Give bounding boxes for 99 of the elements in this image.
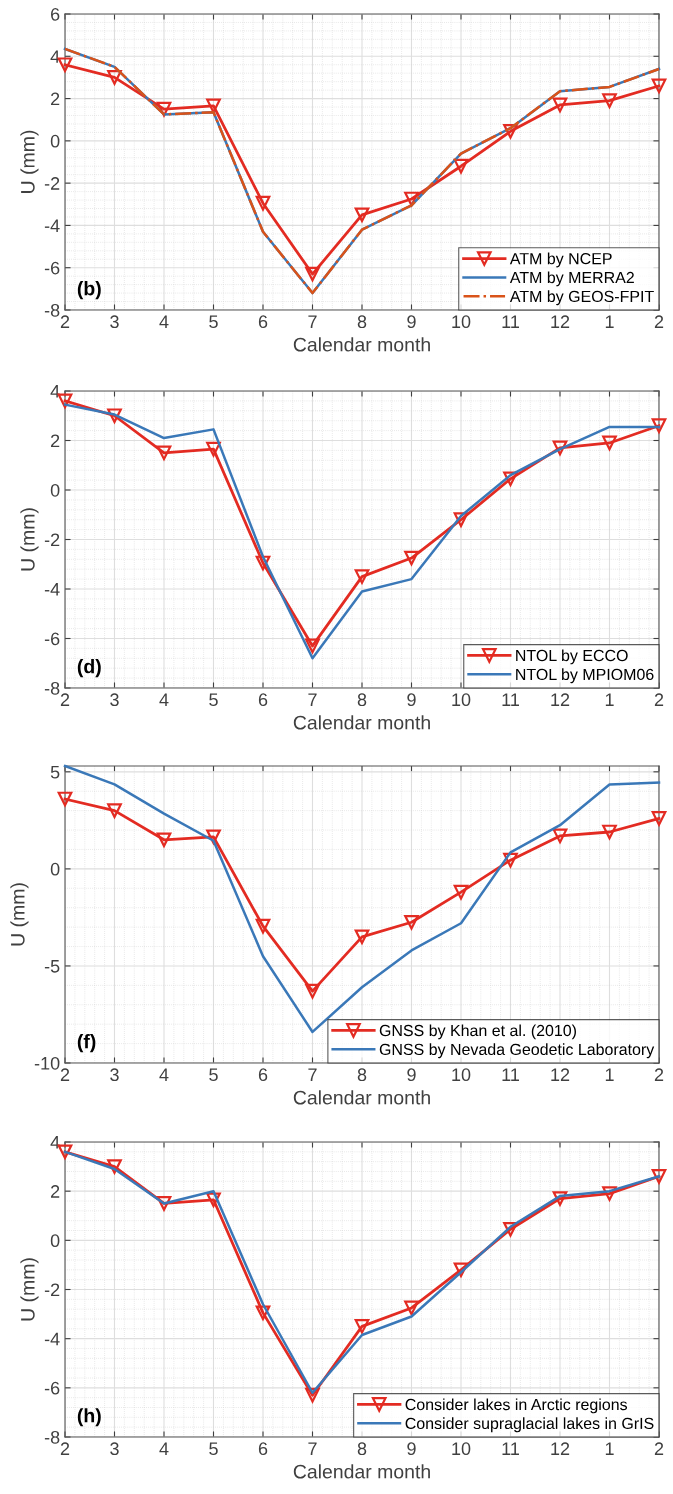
x-tick-label: 6 (258, 315, 268, 329)
annotation: (b) (77, 281, 101, 300)
y-tick-label: -4 (44, 1332, 60, 1346)
x-tick-label: 12 (551, 1442, 570, 1455)
legend-label: GNSS by Nevada Geodetic Laboratory (379, 1043, 655, 1059)
x-tick-label: 3 (110, 1442, 119, 1456)
x-tick-label: 12 (551, 315, 570, 328)
y-tick-label: -6 (44, 261, 60, 275)
y-tick-label: 4 (50, 385, 60, 398)
y-tick-label: 6 (51, 7, 60, 21)
x-tick-label: 7 (308, 315, 317, 328)
x-tick-label: 6 (258, 1442, 268, 1456)
x-tick-label: 2 (60, 1068, 70, 1081)
x-tick-label: 9 (407, 315, 416, 329)
x-tick-label: 3 (110, 693, 119, 707)
x-tick-label: 5 (209, 693, 218, 707)
x-tick-label: 4 (159, 1442, 169, 1455)
y-tick-label: -6 (44, 632, 60, 646)
y-tick-label: -8 (44, 1430, 60, 1444)
x-axis-title: Calendar month (293, 337, 430, 352)
x-axis-title: Calendar month (293, 1464, 430, 1479)
x-tick-label: 2 (654, 315, 664, 328)
x-tick-label: 1 (605, 315, 614, 328)
x-tick-label: 1 (605, 1068, 614, 1081)
x-tick-label: 6 (258, 1068, 268, 1082)
x-tick-label: 11 (502, 315, 519, 328)
y-axis-title: U (mm) (20, 508, 39, 571)
x-tick-label: 2 (654, 1442, 664, 1455)
legend-label: NTOL by MPIOM06 (516, 668, 654, 684)
x-tick-label: 8 (357, 1442, 367, 1456)
x-tick-label: 1 (605, 693, 614, 706)
x-tick-label: 9 (407, 1068, 416, 1082)
legend-label: ATM by NCEP (509, 252, 612, 268)
y-tick-label: -2 (44, 533, 60, 547)
y-tick-label: 0 (50, 862, 60, 876)
x-tick-label: 3 (110, 315, 119, 329)
x-tick-label: 4 (159, 315, 169, 328)
x-tick-label: 3 (110, 1068, 119, 1082)
y-axis-title: U (mm) (10, 883, 29, 946)
y-tick-label: 4 (50, 50, 60, 63)
y-tick-label: 0 (50, 134, 60, 148)
x-axis-title: Calendar month (293, 1090, 430, 1105)
y-tick-label: -4 (44, 583, 60, 596)
legend-label: ATM by GEOS-FPIT (509, 290, 654, 306)
annotation: (f) (77, 1034, 96, 1053)
x-tick-label: 2 (60, 1442, 70, 1455)
x-axis-title: Calendar month (293, 715, 430, 730)
y-tick-label: 0 (50, 1234, 60, 1248)
x-tick-label: 7 (308, 693, 317, 706)
x-tick-label: 2 (654, 693, 664, 706)
y-tick-label: -8 (44, 303, 60, 317)
x-tick-label: 7 (308, 1442, 317, 1455)
x-tick-label: 2 (60, 693, 70, 706)
x-tick-label: 12 (551, 1068, 570, 1081)
x-tick-label: 11 (502, 1442, 519, 1455)
x-tick-label: 4 (159, 693, 169, 706)
x-tick-label: 2 (60, 315, 70, 328)
x-tick-label: 9 (407, 1442, 416, 1456)
x-tick-label: 12 (551, 693, 570, 706)
y-tick-label: -2 (44, 1283, 60, 1297)
y-tick-label: -4 (44, 219, 60, 232)
x-tick-label: 2 (654, 1068, 664, 1081)
x-tick-label: 5 (209, 1068, 218, 1082)
x-tick-label: 7 (308, 1068, 317, 1081)
x-tick-label: 5 (209, 315, 218, 329)
legend-label: Consider lakes in Arctic regions (405, 1398, 628, 1414)
x-tick-label: 8 (357, 693, 367, 707)
x-tick-label: 11 (502, 693, 519, 706)
x-tick-label: 8 (357, 315, 367, 329)
x-tick-label: 6 (258, 693, 268, 707)
y-tick-label: 2 (51, 1185, 60, 1198)
x-tick-label: 4 (159, 1068, 169, 1081)
legend-label: GNSS by Khan et al. (2010) (379, 1024, 576, 1040)
legend-label: Consider supraglacial lakes in GrIS (405, 1417, 654, 1433)
y-tick-label: -6 (44, 1381, 60, 1395)
x-tick-label: 1 (605, 1442, 614, 1455)
x-tick-label: 10 (452, 1068, 471, 1082)
annotation: (d) (77, 659, 101, 678)
x-tick-label: 9 (407, 693, 416, 707)
x-tick-label: 10 (452, 1442, 471, 1456)
y-tick-label: 4 (50, 1136, 60, 1149)
y-tick-label: -2 (44, 177, 60, 190)
y-tick-label: -8 (44, 681, 60, 695)
y-tick-label: 2 (51, 92, 60, 106)
x-tick-label: 11 (502, 1068, 519, 1081)
y-axis-title: U (mm) (20, 130, 39, 193)
legend-label: ATM by MERRA2 (509, 271, 634, 287)
y-tick-label: 2 (51, 434, 60, 448)
y-tick-label: -5 (44, 960, 60, 973)
x-tick-label: 5 (209, 1442, 218, 1456)
y-tick-label: -10 (34, 1056, 60, 1070)
legend-label: NTOL by ECCO (516, 649, 628, 665)
y-axis-title: U (mm) (20, 1258, 39, 1321)
y-tick-label: 0 (50, 483, 60, 497)
y-tick-label: 5 (50, 765, 60, 779)
x-tick-label: 8 (357, 1068, 367, 1082)
x-tick-label: 10 (452, 693, 471, 707)
x-tick-label: 10 (452, 315, 471, 329)
annotation: (h) (77, 1408, 101, 1427)
